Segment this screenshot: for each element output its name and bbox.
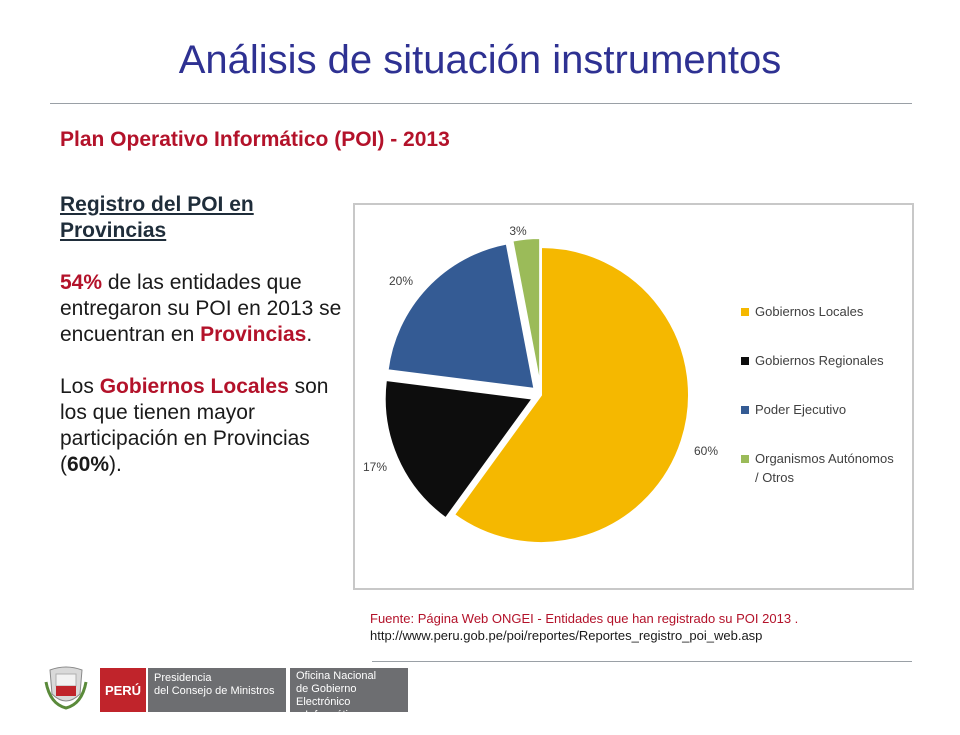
ongei-line3: e Informática - ONGEI xyxy=(296,709,367,734)
pct-54: 54% xyxy=(60,271,103,294)
left-text-panel: Registro del POI en Provincias 54% de la… xyxy=(60,192,350,478)
pie-slice-0 xyxy=(452,245,690,544)
legend-label-2: Poder Ejecutivo xyxy=(755,402,846,417)
pie-label-1: 17% xyxy=(363,460,387,474)
ongei-line2: de Gobierno Electrónico xyxy=(296,683,357,708)
pie-label-0: 60% xyxy=(694,444,718,458)
legend-item-1: Gobiernos Regionales xyxy=(741,353,884,368)
source-note: Fuente: Página Web ONGEI - Entidades que… xyxy=(370,610,798,644)
coat-of-arms-icon xyxy=(44,666,88,710)
pie-label-3: 3% xyxy=(509,224,527,238)
p2-text-c: ). xyxy=(109,453,122,476)
pie-slice-3 xyxy=(511,237,542,387)
title-divider xyxy=(50,103,912,104)
legend-swatch-3 xyxy=(741,455,749,463)
peru-logo: PERÚ xyxy=(100,668,146,712)
source-line: Fuente: Página Web ONGEI - Entidades que… xyxy=(370,611,799,626)
source-url: http://www.peru.gob.pe/poi/reportes/Repo… xyxy=(370,628,763,643)
legend-label-0: Gobiernos Locales xyxy=(755,304,864,319)
ongei-logo: Oficina Nacional de Gobierno Electrónico… xyxy=(290,668,408,734)
legend-swatch-2 xyxy=(741,406,749,414)
p1-text-a: de las entidades que entregaron su POI e… xyxy=(60,271,342,346)
legend-label-3: Organismos Autónomos / Otros xyxy=(755,451,894,485)
p2-text-b: son los que tienen mayor participación e… xyxy=(60,375,329,476)
pie-slice-2 xyxy=(386,242,536,391)
legend-item-2: Poder Ejecutivo xyxy=(741,402,846,417)
ongei-line1: Oficina Nacional xyxy=(296,670,377,682)
paragraph-provinces: 54% de las entidades que entregaron su P… xyxy=(60,270,350,348)
pie-slice-1 xyxy=(383,378,535,520)
p1-text-b: . xyxy=(306,323,313,346)
pcm-line1: Presidencia xyxy=(154,672,212,684)
legend-label-1: Gobiernos Regionales xyxy=(755,353,884,368)
pcm-line2: del Consejo de Ministros xyxy=(154,685,275,697)
legend-swatch-0 xyxy=(741,308,749,316)
pie-label-2: 20% xyxy=(389,274,413,288)
pcm-logo: Presidencia del Consejo de Ministros xyxy=(148,668,286,712)
slide-title: Análisis de situación instrumentos xyxy=(178,38,782,82)
p1-highlight: Provincias xyxy=(200,323,307,346)
pie-chart: 60% 17% 20% 3% Gobiernos Locales Gobiernos Re… xyxy=(363,224,894,544)
paragraph-local-govts: Los Gobiernos Locales son los que tienen… xyxy=(60,374,350,478)
p2-highlight: Gobiernos Locales xyxy=(99,375,289,398)
chart-frame: 60% 17% 20% 3% Gobiernos Locales Gobiernos Re… xyxy=(353,203,914,590)
footer-logos: PERÚ Presidencia del Consejo de Ministro… xyxy=(40,660,408,734)
legend-item-0: Gobiernos Locales xyxy=(741,304,864,319)
legend-swatch-1 xyxy=(741,357,749,365)
p2-text-a: Los xyxy=(60,375,100,398)
slide-subtitle: Plan Operativo Informático (POI) - 2013 xyxy=(60,128,450,151)
source-divider xyxy=(372,661,912,662)
section-heading: Registro del POI en Provincias xyxy=(60,193,254,242)
legend-item-3: Organismos Autónomos / Otros xyxy=(741,451,894,485)
pct-60: 60% xyxy=(67,453,110,476)
